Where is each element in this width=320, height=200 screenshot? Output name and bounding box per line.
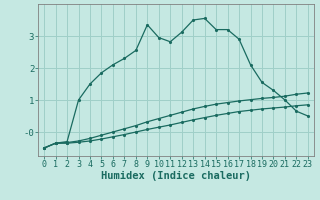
X-axis label: Humidex (Indice chaleur): Humidex (Indice chaleur) [101,171,251,181]
